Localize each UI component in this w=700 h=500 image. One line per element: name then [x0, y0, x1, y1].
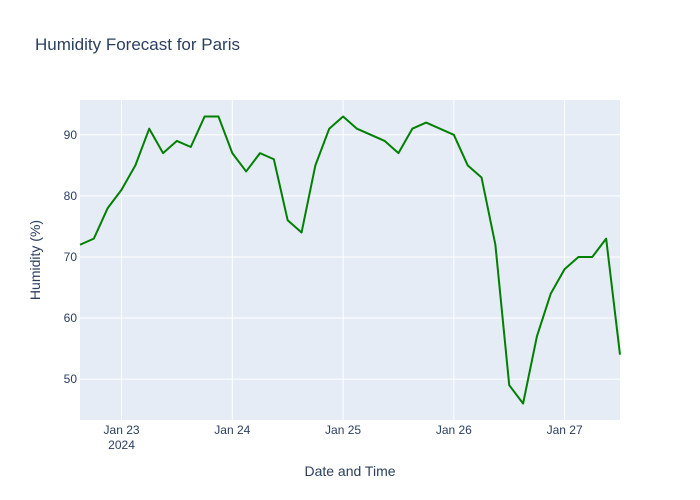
y-tick-label: 80: [64, 189, 78, 203]
x-tick-label: Jan 27: [547, 423, 583, 437]
y-axis-title: Humidity (%): [27, 220, 43, 300]
series-line: [79, 115, 621, 405]
y-tick-label: 60: [64, 311, 78, 325]
x-tick-label: Jan 26: [436, 423, 472, 437]
y-tick-label: 50: [64, 372, 78, 386]
series-layer: [79, 115, 621, 405]
x-tick-label: Jan 23: [104, 423, 140, 437]
x-tick-label: Jan 25: [325, 423, 361, 437]
x-tick-label: Jan 24: [214, 423, 250, 437]
y-tick-label: 70: [64, 250, 78, 264]
x-axis-title: Date and Time: [304, 463, 395, 479]
y-tick-label: 90: [64, 128, 78, 142]
x-tick-year-label: 2024: [108, 438, 135, 452]
grid: [80, 100, 620, 420]
chart-title: Humidity Forecast for Paris: [35, 35, 240, 54]
